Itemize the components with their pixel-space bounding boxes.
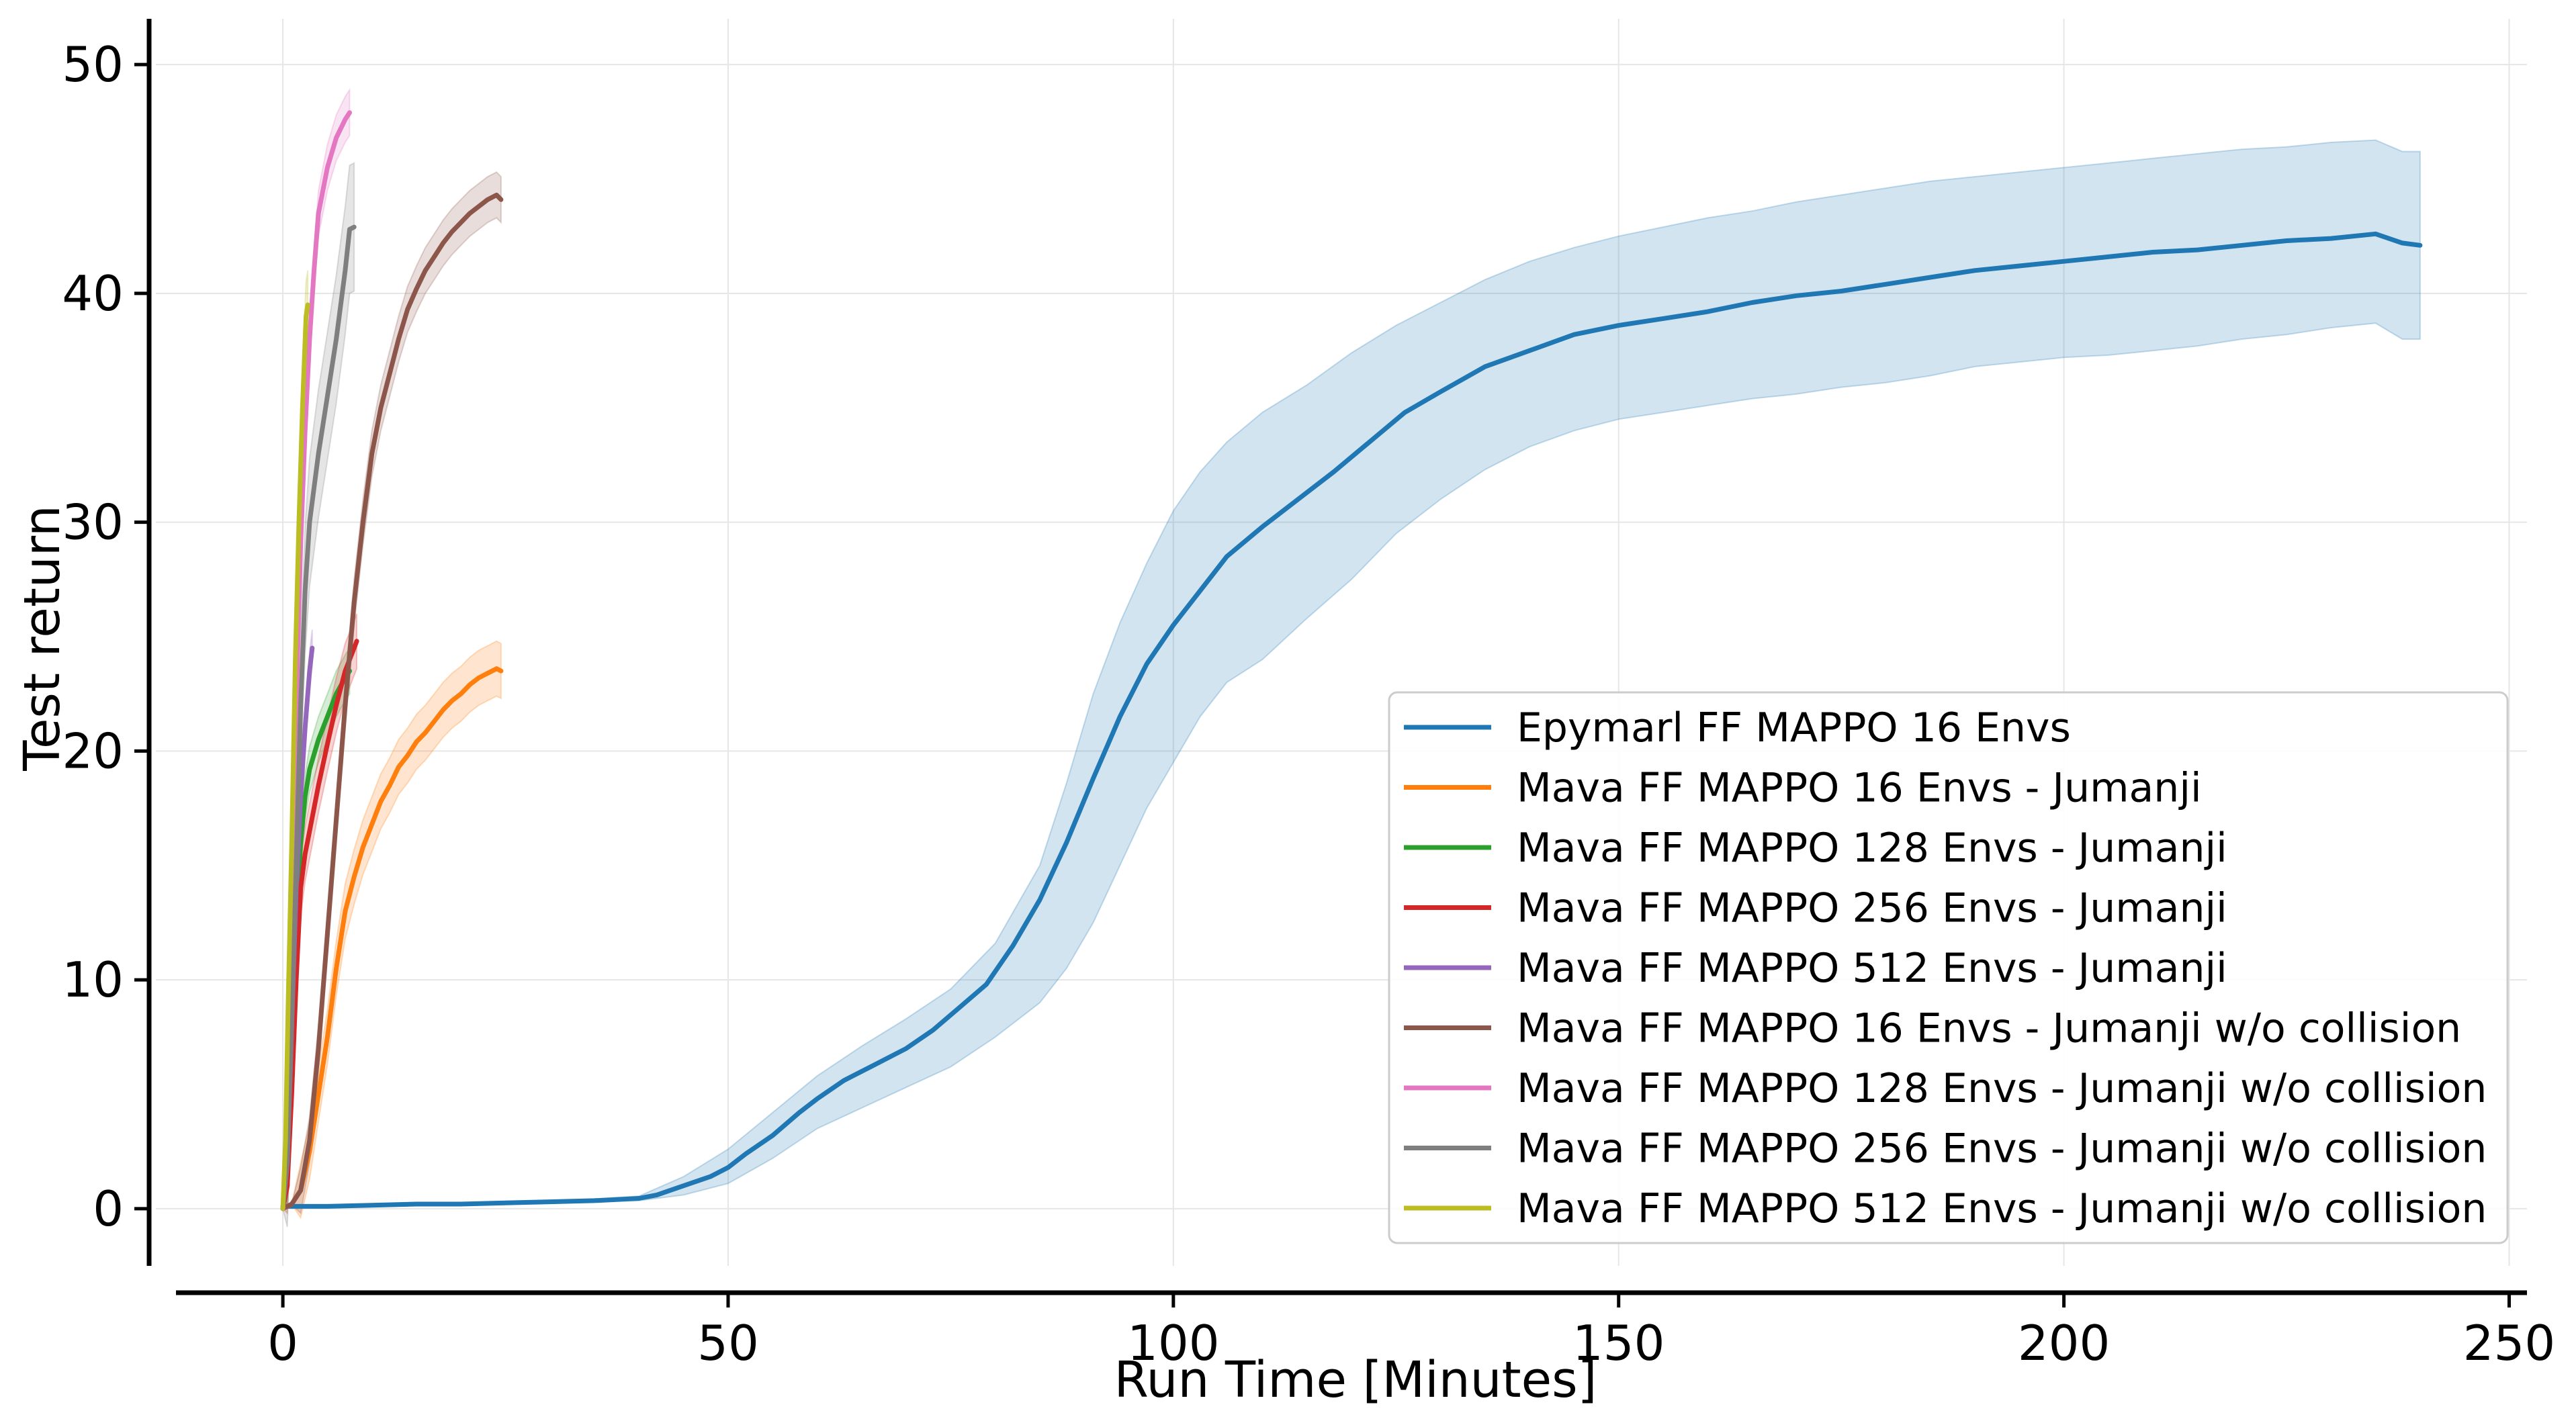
x-tick-label: 250 (2463, 1315, 2555, 1371)
x-tick-label: 200 (2018, 1315, 2110, 1371)
legend-label: Mava FF MAPPO 16 Envs - Jumanji (1517, 765, 2202, 812)
y-axis-title: Test return (13, 505, 71, 772)
series-line-5 (280, 192, 504, 1211)
y-tick-label: 10 (62, 952, 124, 1008)
y-tick-label: 50 (62, 36, 124, 93)
legend-label: Mava FF MAPPO 256 Envs - Jumanji w/o col… (1517, 1126, 2487, 1173)
legend: Epymarl FF MAPPO 16 Envs Mava FF MAPPO 16… (1388, 691, 2509, 1244)
y-tick-label: 20 (62, 723, 124, 779)
y-tick-label: 0 (93, 1181, 124, 1237)
x-axis-title: Run Time [Minutes] (1114, 1351, 1597, 1409)
x-tick-label: 100 (1127, 1315, 1219, 1371)
legend-label: Mava FF MAPPO 128 Envs - Jumanji w/o col… (1517, 1065, 2487, 1112)
x-tick-label: 50 (697, 1315, 759, 1371)
grid (156, 19, 2527, 1266)
y-tick-label: 30 (62, 494, 124, 551)
y-tick-label: 40 (62, 265, 124, 322)
legend-label: Mava FF MAPPO 16 Envs - Jumanji w/o coll… (1517, 1005, 2461, 1052)
series-line-8 (280, 302, 310, 1211)
series-line-0 (280, 231, 2423, 1209)
legend-label: Mava FF MAPPO 128 Envs - Jumanji (1517, 825, 2227, 872)
legend-label: Mava FF MAPPO 512 Envs - Jumanji w/o col… (1517, 1185, 2487, 1232)
x-tick-label: 0 (267, 1315, 298, 1371)
series-line-7 (280, 224, 357, 1211)
series-line-1 (280, 666, 504, 1211)
x-tick-label: 150 (1572, 1315, 1664, 1371)
series-lines (280, 110, 2423, 1211)
axes: 0 50 100 150 200 250 0 10 20 30 40 50 (62, 19, 2555, 1371)
legend-label: Mava FF MAPPO 512 Envs - Jumanji (1517, 945, 2227, 992)
legend-box (1388, 691, 2509, 1244)
legend-label: Epymarl FF MAPPO 16 Envs (1517, 704, 2071, 751)
legend-label: Mava FF MAPPO 256 Envs - Jumanji (1517, 885, 2227, 932)
